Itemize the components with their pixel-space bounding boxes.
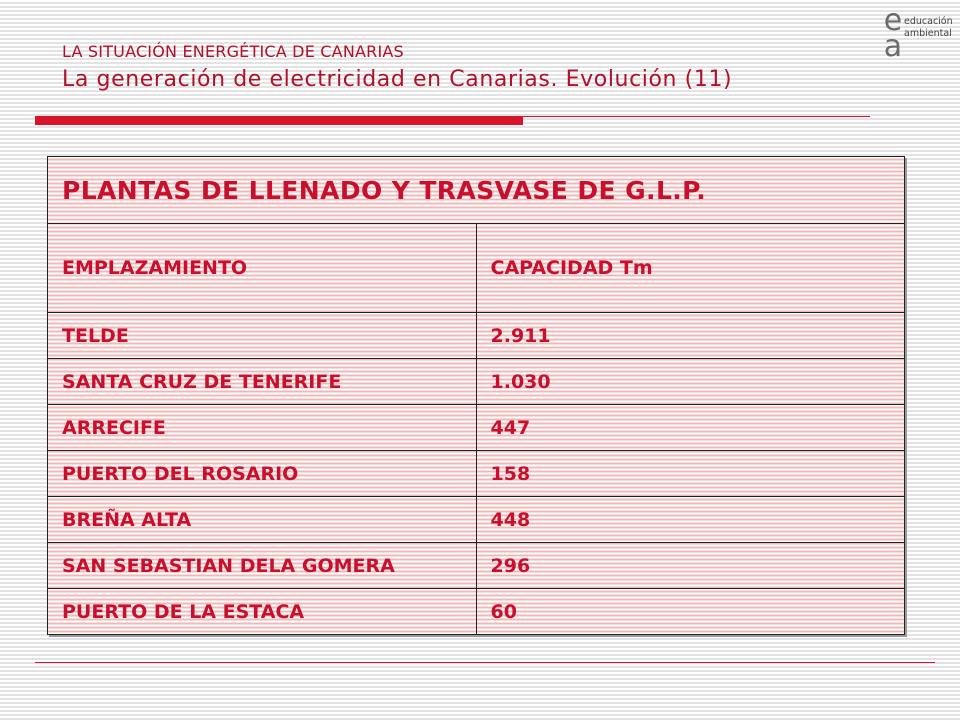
cell-capacity: 1.030 (475, 358, 905, 405)
table-header-row: EMPLAZAMIENTO CAPACIDAD Tm (47, 223, 905, 313)
footer-rule (35, 662, 935, 663)
logo-line-2: ambiental (904, 28, 952, 39)
header-rule-thin (523, 116, 870, 117)
slide-header: LA SITUACIÓN ENERGÉTICA DE CANARIAS La g… (62, 42, 862, 92)
slide-subject: LA SITUACIÓN ENERGÉTICA DE CANARIAS (62, 42, 404, 61)
cell-location: SAN SEBASTIAN DELA GOMERA (47, 542, 477, 589)
glp-plants-table-container: PLANTAS DE LLENADO Y TRASVASE DE G.L.P. … (47, 156, 905, 635)
table-row: PUERTO DE LA ESTACA 60 (47, 588, 905, 635)
cell-capacity: 448 (475, 496, 905, 543)
table-caption-row: PLANTAS DE LLENADO Y TRASVASE DE G.L.P. (47, 156, 905, 224)
table-row: ARRECIFE 447 (47, 404, 905, 451)
table-row: TELDE 2.911 (47, 312, 905, 359)
logo-text: educación ambiental (904, 16, 953, 40)
glp-plants-table: PLANTAS DE LLENADO Y TRASVASE DE G.L.P. … (47, 156, 905, 635)
table-row: BREÑA ALTA 448 (47, 496, 905, 543)
cell-location: PUERTO DEL ROSARIO (47, 450, 477, 497)
cell-location: ARRECIFE (47, 404, 477, 451)
cell-location: SANTA CRUZ DE TENERIFE (47, 358, 477, 405)
cell-capacity: 447 (475, 404, 905, 451)
header-rule-thick (35, 116, 523, 125)
logo-line-1: educación (904, 16, 953, 27)
cell-location: PUERTO DE LA ESTACA (47, 588, 477, 635)
table-row: SANTA CRUZ DE TENERIFE 1.030 (47, 358, 905, 405)
cell-capacity: 158 (475, 450, 905, 497)
cell-capacity: 2.911 (475, 312, 905, 359)
cell-location: BREÑA ALTA (47, 496, 477, 543)
header-capacidad: CAPACIDAD Tm (475, 223, 905, 313)
table-row: SAN SEBASTIAN DELA GOMERA 296 (47, 542, 905, 589)
table-caption: PLANTAS DE LLENADO Y TRASVASE DE G.L.P. (47, 156, 905, 224)
table-row: PUERTO DEL ROSARIO 158 (47, 450, 905, 497)
cell-capacity: 296 (475, 542, 905, 589)
header-emplazamiento: EMPLAZAMIENTO (47, 223, 477, 313)
slide-title: La generación de electricidad en Canaria… (62, 67, 733, 92)
cell-location: TELDE (47, 312, 477, 359)
cell-capacity: 60 (475, 588, 905, 635)
